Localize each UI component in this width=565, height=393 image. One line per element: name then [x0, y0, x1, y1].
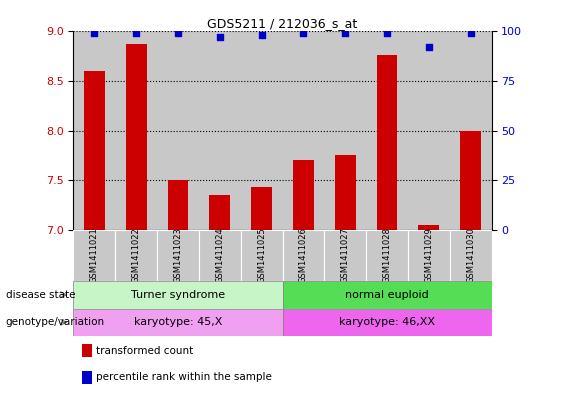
Bar: [73, 230, 115, 281]
Text: genotype/variation: genotype/variation: [6, 317, 105, 327]
Bar: [199, 230, 241, 281]
Text: GSM1411029: GSM1411029: [424, 228, 433, 283]
Bar: [334, 156, 356, 230]
Text: GSM1411024: GSM1411024: [215, 228, 224, 283]
Bar: [408, 31, 450, 230]
Point: [257, 32, 266, 39]
Bar: [241, 31, 282, 230]
Bar: [282, 309, 492, 336]
Text: GSM1411027: GSM1411027: [341, 228, 350, 283]
Bar: [366, 31, 408, 230]
Bar: [377, 55, 398, 230]
Text: karyotype: 46,XX: karyotype: 46,XX: [339, 317, 435, 327]
Point: [299, 30, 308, 37]
Bar: [251, 187, 272, 230]
Text: GSM1411021: GSM1411021: [90, 228, 99, 283]
Text: karyotype: 45,X: karyotype: 45,X: [134, 317, 222, 327]
Bar: [199, 31, 241, 230]
Point: [132, 30, 141, 37]
Text: GSM1411026: GSM1411026: [299, 228, 308, 283]
Bar: [73, 31, 115, 230]
Bar: [282, 281, 492, 309]
Title: GDS5211 / 212036_s_at: GDS5211 / 212036_s_at: [207, 17, 358, 30]
Bar: [157, 31, 199, 230]
Bar: [167, 180, 189, 230]
Point: [215, 34, 224, 40]
Bar: [366, 230, 408, 281]
Point: [466, 30, 475, 37]
Bar: [408, 230, 450, 281]
Point: [90, 30, 99, 37]
Text: disease state: disease state: [6, 290, 75, 300]
Bar: [115, 230, 157, 281]
Bar: [115, 31, 157, 230]
Bar: [157, 230, 199, 281]
Bar: [450, 230, 492, 281]
Bar: [73, 309, 282, 336]
Bar: [418, 225, 440, 230]
Point: [341, 30, 350, 37]
Text: normal euploid: normal euploid: [345, 290, 429, 300]
Text: GSM1411022: GSM1411022: [132, 228, 141, 283]
Text: transformed count: transformed count: [97, 345, 194, 356]
Bar: [241, 230, 282, 281]
Bar: [450, 31, 492, 230]
Text: GSM1411030: GSM1411030: [466, 228, 475, 283]
Bar: [82, 344, 92, 357]
Bar: [209, 195, 231, 230]
Bar: [324, 31, 366, 230]
Bar: [84, 71, 105, 230]
Text: Turner syndrome: Turner syndrome: [131, 290, 225, 300]
Point: [424, 44, 433, 50]
Bar: [82, 371, 92, 384]
Text: percentile rank within the sample: percentile rank within the sample: [97, 372, 272, 382]
Bar: [324, 230, 366, 281]
Bar: [282, 31, 324, 230]
Bar: [73, 281, 282, 309]
Bar: [282, 230, 324, 281]
Bar: [125, 44, 147, 230]
Bar: [293, 160, 314, 230]
Text: GSM1411028: GSM1411028: [383, 228, 392, 283]
Text: GSM1411025: GSM1411025: [257, 228, 266, 283]
Point: [383, 30, 392, 37]
Text: GSM1411023: GSM1411023: [173, 228, 182, 283]
Point: [173, 30, 182, 37]
Bar: [460, 130, 481, 230]
